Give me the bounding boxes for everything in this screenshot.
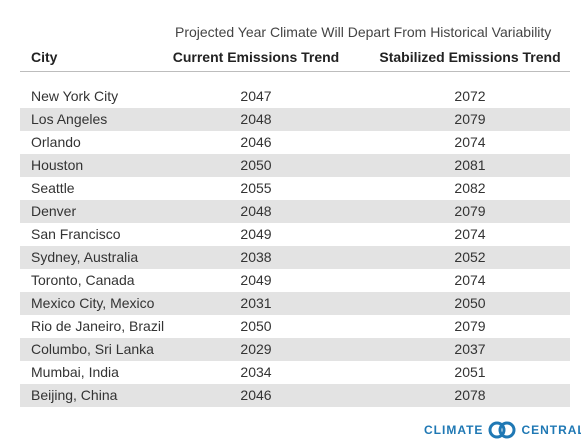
- table-row: Los Angeles 2048 2079: [20, 108, 570, 131]
- table-row: Denver 2048 2079: [20, 200, 570, 223]
- cell-city: Denver: [31, 203, 77, 219]
- table-row: Rio de Janeiro, Brazil 2050 2079: [20, 315, 570, 338]
- logo-left-text: CLIMATE: [424, 423, 484, 437]
- cell-stabilized-emissions: 2079: [454, 318, 486, 334]
- logo-right-text: CENTRAL: [521, 423, 581, 437]
- cell-current-emissions: 2038: [240, 249, 272, 265]
- cell-stabilized-emissions: 2078: [454, 387, 486, 403]
- cell-city: Los Angeles: [31, 111, 108, 127]
- cell-current-emissions: 2049: [240, 272, 272, 288]
- cell-current-emissions: 2046: [240, 134, 272, 150]
- header-current-emissions: Current Emissions Trend: [172, 49, 340, 65]
- cell-city: Houston: [31, 157, 84, 173]
- cell-current-emissions: 2046: [240, 387, 272, 403]
- table-row: San Francisco 2049 2074: [20, 223, 570, 246]
- cell-current-emissions: 2029: [240, 341, 272, 357]
- table-header: City Current Emissions Trend Stabilized …: [20, 43, 570, 72]
- cell-current-emissions: 2050: [240, 318, 272, 334]
- cell-city: Toronto, Canada: [31, 272, 135, 288]
- cell-stabilized-emissions: 2082: [454, 180, 486, 196]
- cell-city: Beijing, China: [31, 387, 118, 403]
- table-row: Sydney, Australia 2038 2052: [20, 246, 570, 269]
- cell-stabilized-emissions: 2074: [454, 272, 486, 288]
- cell-city: Mumbai, India: [31, 364, 119, 380]
- cell-stabilized-emissions: 2072: [454, 88, 486, 104]
- cell-stabilized-emissions: 2074: [454, 134, 486, 150]
- cell-current-emissions: 2048: [240, 203, 272, 219]
- cell-stabilized-emissions: 2037: [454, 341, 486, 357]
- cell-city: Orlando: [31, 134, 81, 150]
- cell-stabilized-emissions: 2052: [454, 249, 486, 265]
- table-row: Columbo, Sri Lanka 2029 2037: [20, 338, 570, 361]
- table-row: Toronto, Canada 2049 2074: [20, 269, 570, 292]
- table-row: Seattle 2055 2082: [20, 177, 570, 200]
- cell-current-emissions: 2047: [240, 88, 272, 104]
- climate-central-logo: CLIMATE CENTRAL: [424, 420, 581, 440]
- header-stabilized-emissions: Stabilized Emissions Trend: [379, 49, 561, 65]
- cell-city: Seattle: [31, 180, 75, 196]
- cell-stabilized-emissions: 2079: [454, 111, 486, 127]
- cell-current-emissions: 2055: [240, 180, 272, 196]
- cell-stabilized-emissions: 2051: [454, 364, 486, 380]
- table-row: Houston 2050 2081: [20, 154, 570, 177]
- cell-stabilized-emissions: 2079: [454, 203, 486, 219]
- cell-city: Sydney, Australia: [31, 249, 139, 265]
- cell-stabilized-emissions: 2050: [454, 295, 486, 311]
- cell-stabilized-emissions: 2081: [454, 157, 486, 173]
- table-body: New York City 2047 2072 Los Angeles 2048 2079…: [20, 85, 570, 407]
- table-row: Orlando 2046 2074: [20, 131, 570, 154]
- table-title: Projected Year Climate Will Depart From …: [175, 24, 552, 40]
- cell-current-emissions: 2050: [240, 157, 272, 173]
- cell-current-emissions: 2031: [240, 295, 272, 311]
- cell-current-emissions: 2049: [240, 226, 272, 242]
- table-row: Mexico City, Mexico 2031 2050: [20, 292, 570, 315]
- cell-stabilized-emissions: 2074: [454, 226, 486, 242]
- climate-central-logo-icon: [488, 421, 516, 439]
- table-row: Beijing, China 2046 2078: [20, 384, 570, 407]
- cell-city: Columbo, Sri Lanka: [31, 341, 154, 357]
- cell-current-emissions: 2048: [240, 111, 272, 127]
- cell-city: New York City: [31, 88, 119, 104]
- cell-city: Rio de Janeiro, Brazil: [31, 318, 165, 334]
- table-row: Mumbai, India 2034 2051: [20, 361, 570, 384]
- table-row: New York City 2047 2072: [20, 85, 570, 108]
- header-city: City: [31, 49, 58, 65]
- cell-current-emissions: 2034: [240, 364, 272, 380]
- cell-city: San Francisco: [31, 226, 121, 242]
- cell-city: Mexico City, Mexico: [31, 295, 155, 311]
